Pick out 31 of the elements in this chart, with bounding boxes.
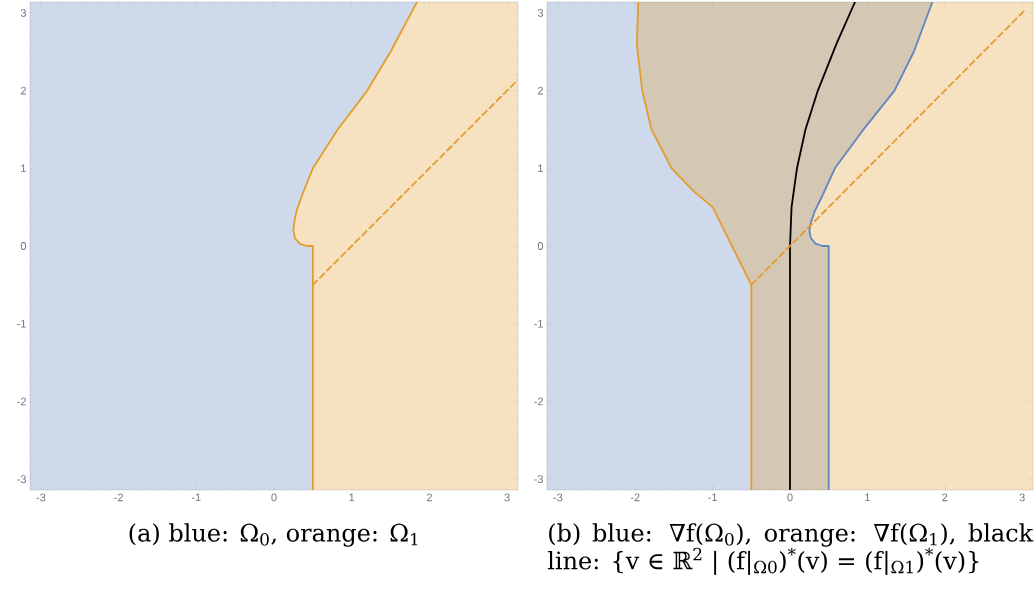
y-tick-label: 2 <box>537 86 543 95</box>
x-tick-label: 2 <box>942 493 948 502</box>
x-tick-label: -3 <box>553 493 563 502</box>
x-tick-label: 3 <box>1019 493 1025 502</box>
x-tick-label: -1 <box>191 493 201 502</box>
x-tick-label: 2 <box>426 493 432 502</box>
x-tick-label: -2 <box>114 493 123 502</box>
y-tick-label: -1 <box>17 319 26 328</box>
y-tick-label: 1 <box>538 164 543 173</box>
x-tick-label: 3 <box>504 493 510 502</box>
line-series <box>789 1 856 490</box>
y-tick-label: 1 <box>21 164 26 173</box>
x-tick-label: 1 <box>865 493 870 502</box>
text: (a) blue: Ω$_{0}$, orange: Ω$_{1}$ <box>129 523 418 547</box>
y-tick-label: -3 <box>534 475 544 484</box>
y-tick-label: -2 <box>534 397 543 406</box>
y-tick-label: -3 <box>17 475 26 484</box>
y-tick-label: 0 <box>537 242 544 250</box>
x-tick-label: -1 <box>708 493 717 502</box>
x-tick-label: -2 <box>630 493 640 502</box>
x-tick-label: 1 <box>349 493 355 502</box>
y-tick-label: 0 <box>20 242 27 250</box>
y-tick-label: 3 <box>20 8 26 17</box>
y-tick-label: 3 <box>537 8 544 17</box>
x-tick-label: 0 <box>271 493 277 502</box>
x-tick-label: 0 <box>787 493 793 502</box>
text: (b) blue: ∇f(Ω$_{0}$), orange: ∇f(Ω$_{1}$), black line: {v ∈ ℝ$^{2}$ | (f|$_{Ω0}$)$^{*}$(v) = (f|$_{Ω1}$)$^{*}$(v)} <box>547 523 1034 575</box>
y-tick-label: -1 <box>534 319 543 328</box>
y-tick-label: 2 <box>20 86 26 95</box>
y-tick-label: -2 <box>17 397 26 406</box>
x-tick-label: -3 <box>36 493 46 502</box>
